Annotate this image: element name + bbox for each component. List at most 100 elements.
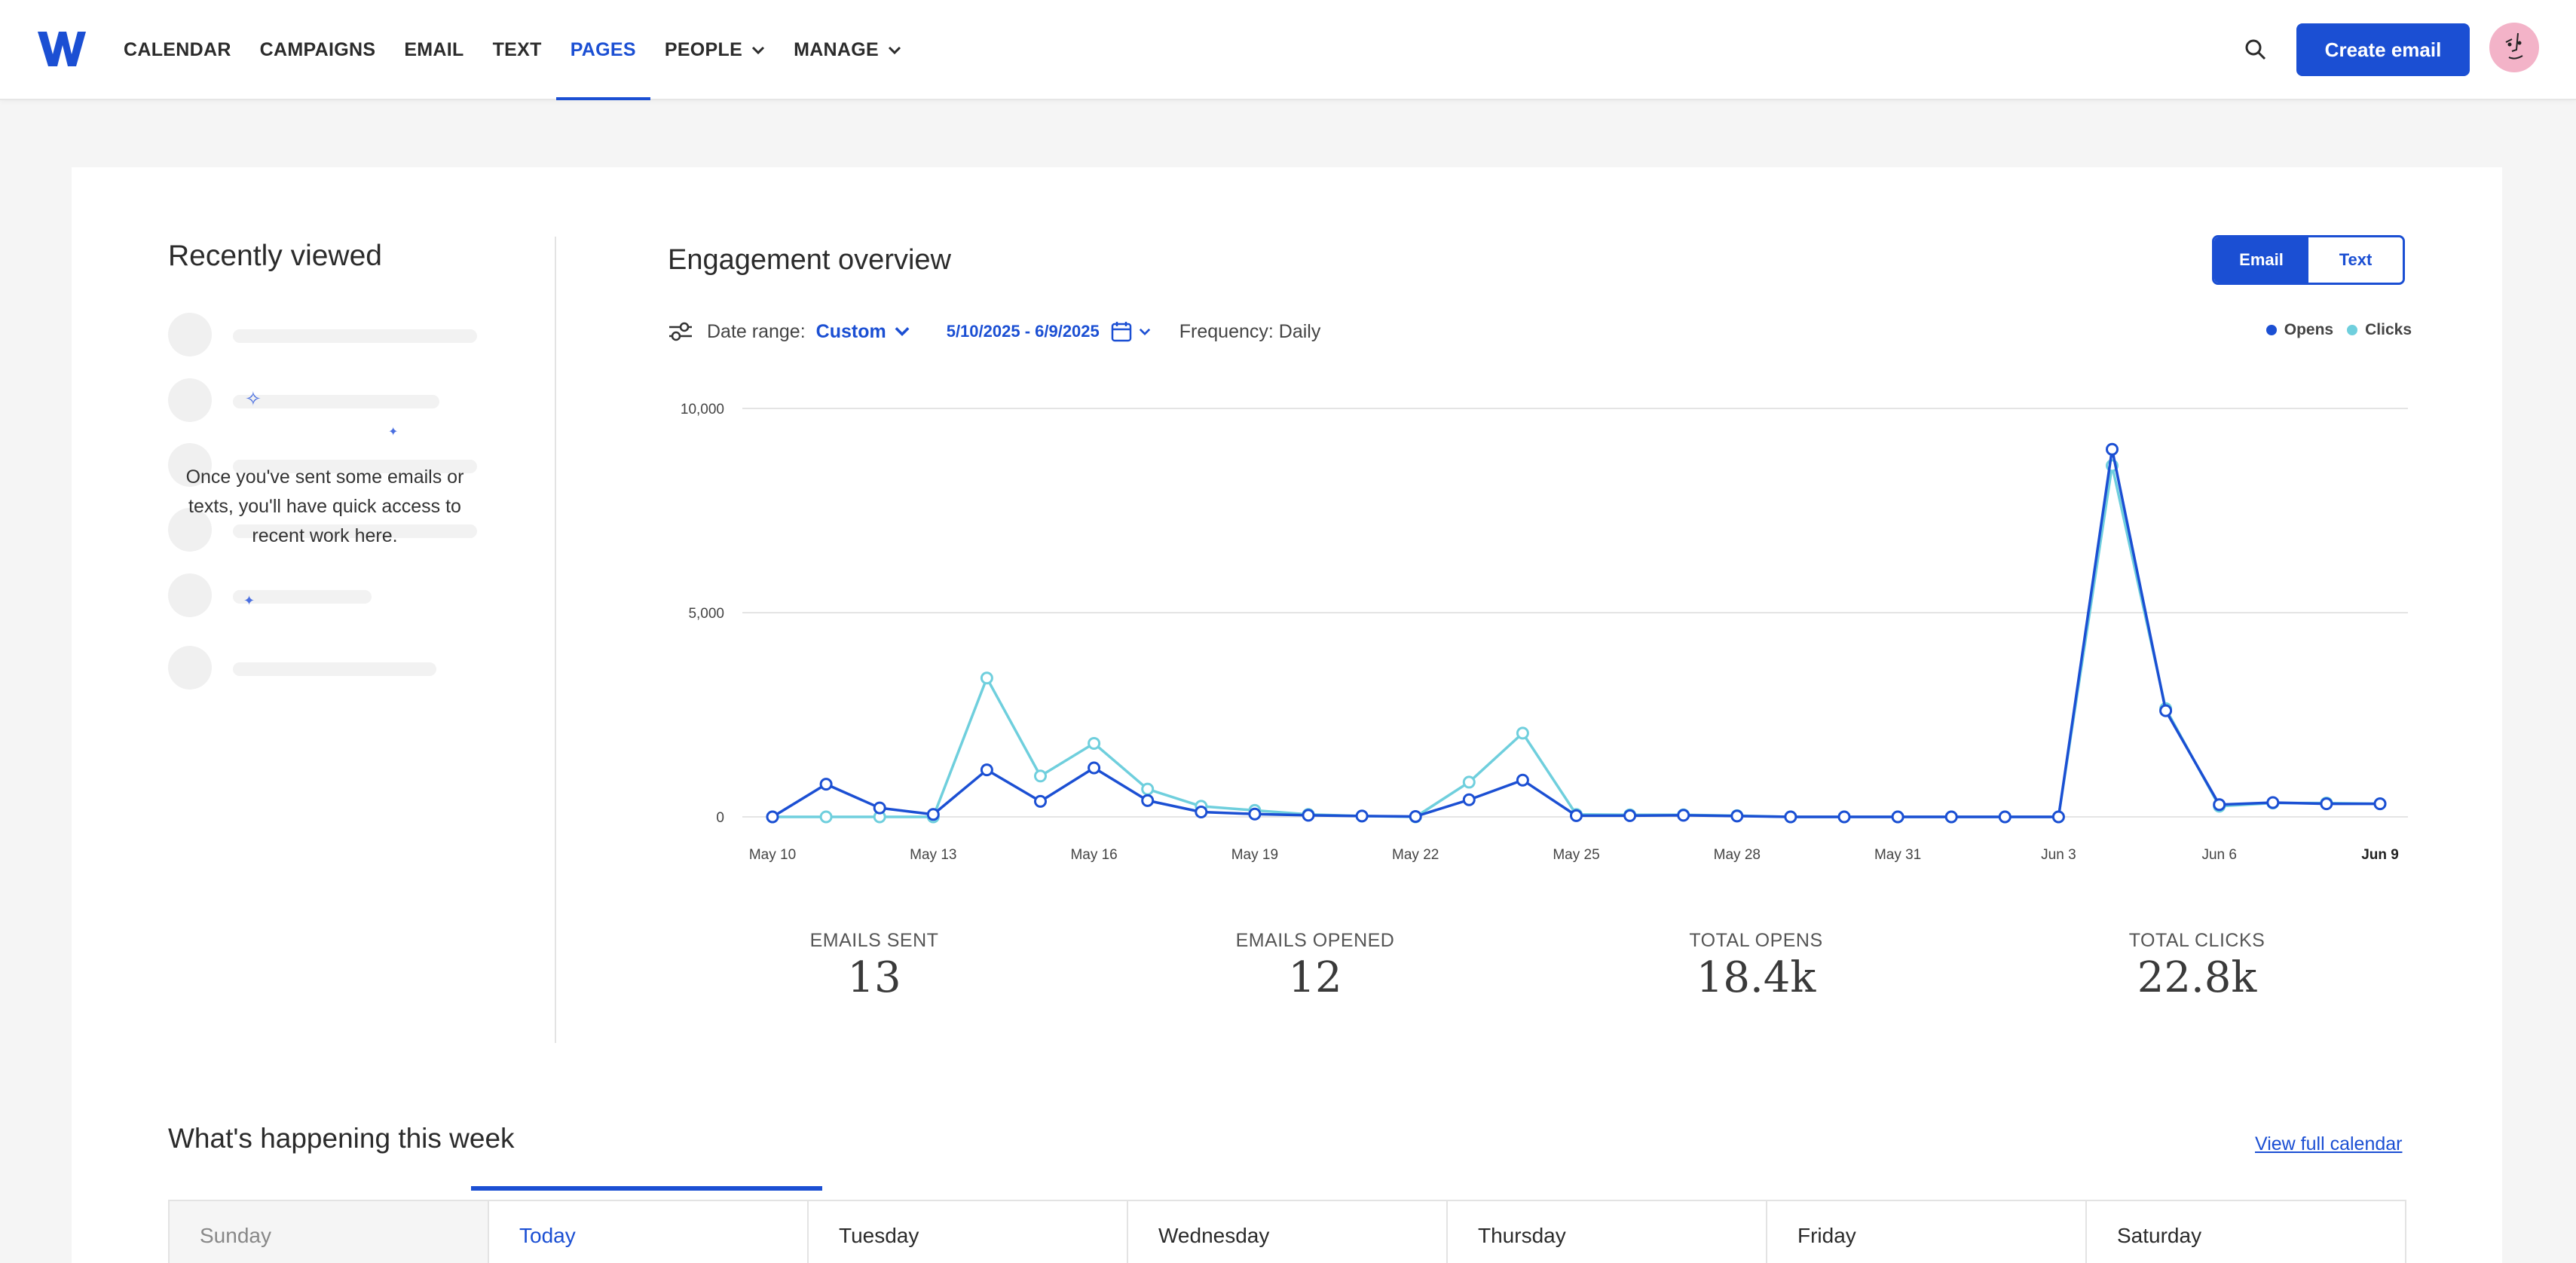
data-point-clicks	[1141, 782, 1155, 796]
skeleton-row	[168, 646, 439, 691]
y-tick-label: 0	[716, 810, 724, 826]
data-point-opens	[1516, 773, 1529, 787]
nav-calendar[interactable]: CALENDAR	[109, 0, 246, 100]
nav-email[interactable]: EMAIL	[390, 0, 478, 100]
day-wednesday[interactable]: Wednesday	[1128, 1201, 1448, 1263]
date-picker-value: 5/10/2025 - 6/9/2025	[946, 322, 1100, 341]
nav-pages-label: PAGES	[570, 39, 636, 60]
calendar-icon	[1111, 322, 1132, 342]
search-icon[interactable]	[2242, 36, 2269, 63]
data-point-opens	[2051, 810, 2065, 824]
data-point-clicks	[1088, 736, 1101, 750]
data-point-opens	[1409, 809, 1422, 823]
date-range-dropdown[interactable]: Custom	[816, 321, 910, 343]
chevron-down-icon	[1139, 328, 1150, 335]
data-point-opens	[766, 810, 779, 824]
data-point-opens	[1730, 809, 1744, 823]
x-tick-label: Jun 6	[2201, 847, 2236, 863]
recently-viewed-empty-message: Once you've sent some emails or texts, y…	[185, 466, 464, 546]
stat-value: 12	[1288, 953, 1342, 1002]
stat-value: 22.8k	[2137, 953, 2257, 1002]
date-range-value: Custom	[815, 320, 886, 342]
skeleton-row	[168, 378, 439, 424]
data-point-opens	[1784, 810, 1797, 824]
divider	[555, 237, 556, 1043]
day-friday[interactable]: Friday	[1767, 1201, 2087, 1263]
x-tick-label: Jun 3	[2041, 847, 2076, 863]
data-point-clicks	[1034, 769, 1047, 783]
day-thursday[interactable]: Thursday	[1448, 1201, 1767, 1263]
chevron-down-icon	[895, 327, 910, 336]
data-point-opens	[1570, 809, 1583, 822]
x-tick-label: May 25	[1553, 847, 1599, 863]
y-tick-label: 5,000	[688, 606, 724, 622]
legend-dot-opens	[2265, 325, 2277, 335]
data-point-opens	[1248, 807, 1262, 821]
y-tick-label: 10,000	[681, 402, 724, 417]
filter-sliders-icon[interactable]	[668, 320, 693, 343]
data-point-opens	[2159, 704, 2173, 717]
today-indicator	[471, 1186, 822, 1191]
dashboard-card: Recently viewed ✧ ✦ ✦ Once you've sent s…	[72, 167, 2502, 1263]
data-point-opens	[1302, 809, 1315, 822]
legend-clicks: Clicks	[2347, 321, 2412, 339]
stat-emails-sent: EMAILS SENT 13	[754, 930, 995, 1002]
channel-toggle: Email Text	[2212, 235, 2405, 285]
data-point-clicks	[1462, 775, 1476, 789]
stat-label: TOTAL OPENS	[1689, 930, 1823, 951]
stat-label: TOTAL CLICKS	[2128, 930, 2265, 951]
stat-emails-opened: EMAILS OPENED 12	[1195, 930, 1436, 1002]
data-point-opens	[1891, 810, 1904, 824]
recently-viewed-title: Recently viewed	[168, 240, 382, 272]
stat-total-clicks: TOTAL CLICKS 22.8k	[2076, 930, 2317, 1002]
date-range-label: Date range:	[707, 320, 806, 342]
day-tuesday[interactable]: Tuesday	[809, 1201, 1128, 1263]
view-full-calendar-link[interactable]: View full calendar	[2255, 1133, 2403, 1154]
legend-opens: Opens	[2265, 321, 2333, 339]
data-point-opens	[1088, 761, 1101, 775]
chevron-down-icon	[888, 46, 901, 54]
nav-email-label: EMAIL	[404, 39, 464, 60]
day-saturday[interactable]: Saturday	[2117, 1224, 2202, 1247]
x-tick-label: May 13	[910, 847, 956, 863]
stat-label: EMAILS OPENED	[1235, 930, 1395, 951]
data-point-clicks	[980, 671, 993, 685]
toggle-email-button[interactable]: Email	[2214, 237, 2308, 283]
series-line-opens	[772, 448, 2380, 818]
skeleton-row	[168, 443, 477, 488]
nav-campaigns[interactable]: CAMPAIGNS	[246, 0, 390, 100]
data-point-opens	[1944, 810, 1958, 824]
skeleton-row	[168, 508, 477, 553]
x-tick-label: May 19	[1231, 847, 1278, 863]
nav-menu: CALENDAR CAMPAIGNS EMAIL TEXT PAGES PEOP…	[109, 0, 916, 100]
data-point-opens	[1141, 794, 1155, 807]
nav-pages[interactable]: PAGES	[555, 0, 651, 100]
nav-text[interactable]: TEXT	[479, 0, 556, 100]
toggle-text-button[interactable]: Text	[2308, 237, 2403, 283]
nav-calendar-label: CALENDAR	[124, 39, 231, 60]
create-email-button[interactable]: Create email	[2296, 23, 2470, 76]
data-point-clicks	[819, 810, 833, 824]
data-point-opens	[2373, 797, 2387, 811]
data-point-opens	[2266, 796, 2280, 809]
chart-filters: Date range: Custom 5/10/2025 - 6/9/2025 …	[668, 315, 1320, 348]
chevron-down-icon	[752, 46, 765, 54]
legend-clicks-label: Clicks	[2365, 321, 2412, 338]
frequency-label: Frequency: Daily	[1179, 320, 1321, 342]
engagement-line-chart: 10,000 5,000 0 May 10 May 13 May 16 May 19 May …	[681, 402, 2408, 863]
stat-label: EMAILS SENT	[809, 930, 939, 951]
day-today[interactable]: Today	[489, 1201, 809, 1263]
data-point-opens	[1034, 794, 1047, 808]
data-point-opens	[1195, 805, 1208, 818]
date-picker[interactable]: 5/10/2025 - 6/9/2025	[947, 320, 1151, 343]
nav-manage[interactable]: MANAGE	[779, 0, 916, 100]
data-point-opens	[1677, 809, 1690, 822]
nav-manage-label: MANAGE	[794, 39, 879, 60]
nav-campaigns-label: CAMPAIGNS	[259, 39, 376, 60]
day-sunday[interactable]: Sunday	[170, 1201, 489, 1263]
data-point-opens	[2320, 797, 2333, 811]
wix-logo-icon[interactable]	[36, 29, 86, 69]
nav-people[interactable]: PEOPLE	[650, 0, 779, 100]
avatar[interactable]	[2489, 23, 2539, 72]
data-point-opens	[2106, 442, 2119, 456]
